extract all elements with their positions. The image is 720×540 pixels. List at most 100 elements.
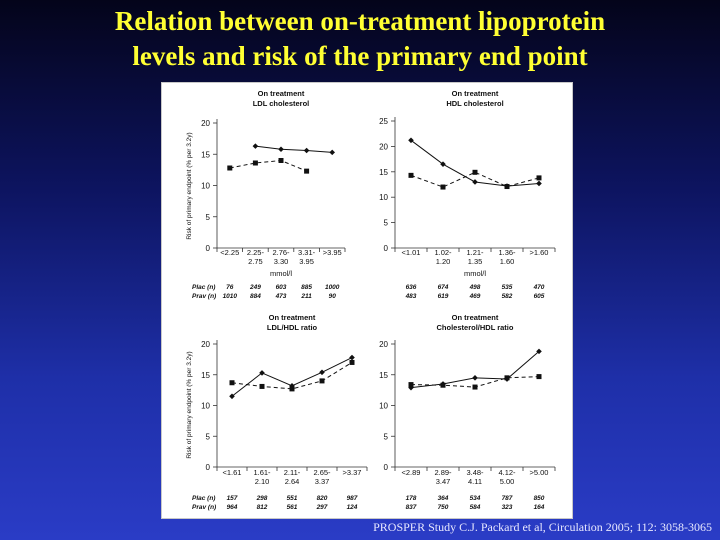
x-tick-label: 1.61- (253, 468, 271, 477)
count-value: 76 (226, 284, 234, 291)
panel-title-line-1: On treatment (452, 89, 499, 98)
y-tick-label: 0 (206, 463, 211, 472)
data-point-prav (227, 165, 233, 171)
y-tick-label: 5 (384, 432, 389, 441)
series-line-prav (229, 159, 307, 172)
count-value: 298 (256, 495, 268, 502)
data-point-prav (278, 158, 284, 163)
count-value: 987 (347, 495, 358, 502)
series-line-prav (410, 171, 540, 188)
x-tick-label: 2.25- (247, 248, 265, 257)
x-tick-label: >1.60 (530, 248, 549, 257)
count-value: 473 (275, 293, 287, 300)
count-value: 812 (257, 504, 268, 511)
count-value: 323 (502, 504, 513, 511)
data-point-prav (289, 386, 295, 392)
data-point-prav (252, 160, 258, 166)
data-point-prav (440, 184, 446, 190)
data-point-prav (536, 374, 542, 380)
count-value: 582 (502, 293, 513, 300)
count-row-label: Prav (n) (192, 504, 216, 511)
series-line-plac (255, 145, 333, 153)
count-value: 534 (470, 495, 481, 502)
count-value: 483 (405, 293, 417, 300)
count-value: 551 (287, 495, 298, 502)
count-value: 750 (438, 504, 449, 511)
x-tick-label: 3.48- (466, 468, 484, 477)
y-tick-label: 15 (201, 371, 210, 380)
series-line-plac (410, 351, 540, 389)
panel-title-line-2: Cholesterol/HDL ratio (437, 323, 514, 332)
data-point-prav (319, 378, 325, 384)
x-axis-label: mmol/l (270, 269, 292, 278)
data-point-plac (303, 147, 310, 154)
x-tick-label: 2.10 (255, 477, 270, 486)
panel-title-line-2: LDL/HDL ratio (267, 323, 318, 332)
x-tick-label: >3.37 (343, 468, 362, 477)
x-tick-label: 1.21- (466, 248, 484, 257)
slide-title: Relation between on-treatment lipoprotei… (0, 4, 720, 74)
x-tick-label: 3.37 (315, 477, 330, 486)
x-tick-label: 1.20 (436, 257, 451, 266)
panel-title-line-2: LDL cholesterol (253, 99, 310, 108)
count-value: 837 (406, 504, 417, 511)
y-tick-label: 15 (379, 371, 388, 380)
count-value: 850 (534, 495, 545, 502)
data-point-plac (252, 143, 259, 149)
y-tick-label: 10 (201, 182, 210, 191)
y-tick-label: 10 (379, 193, 388, 202)
data-point-plac (408, 384, 414, 391)
data-point-prav (472, 384, 478, 390)
data-point-plac (440, 161, 446, 167)
x-tick-label: >5.00 (530, 468, 549, 477)
y-tick-label: 20 (379, 340, 388, 349)
count-row-label: Prav (n) (192, 293, 216, 300)
x-tick-label: >3.95 (323, 248, 342, 257)
x-axis-label: mmol/l (464, 269, 486, 278)
data-point-plac (472, 375, 478, 381)
x-tick-label: 3.95 (299, 257, 314, 266)
count-value: 584 (470, 504, 481, 511)
data-point-prav (408, 172, 414, 178)
x-tick-label: 1.02- (434, 248, 452, 257)
y-axis-label: Risk of primary endpoint (% per 3.2y) (186, 132, 193, 239)
count-value: 1000 (325, 284, 340, 291)
data-point-prav (504, 375, 510, 381)
data-point-prav (259, 383, 265, 389)
x-tick-label: 5.00 (500, 477, 515, 486)
count-value: 535 (502, 284, 513, 291)
count-value: 164 (534, 504, 545, 511)
count-value: 605 (534, 293, 545, 300)
y-tick-label: 15 (379, 168, 388, 177)
count-value: 561 (287, 504, 298, 511)
x-tick-label: 2.89- (434, 468, 452, 477)
count-row-label: Plac (n) (192, 284, 215, 291)
data-point-prav (536, 175, 542, 181)
count-value: 885 (301, 284, 312, 291)
panel-title-line-1: On treatment (269, 313, 316, 322)
count-value: 674 (438, 284, 449, 291)
x-tick-label: 3.47 (436, 477, 451, 486)
y-tick-label: 5 (206, 213, 211, 222)
count-value: 603 (276, 284, 287, 291)
count-value: 364 (438, 495, 449, 502)
data-point-prav (304, 168, 310, 174)
y-axis-label: Risk of primary endpoint (% per 3.2y) (186, 351, 193, 458)
x-tick-label: 2.65- (313, 468, 331, 477)
count-value: 1010 (223, 293, 238, 300)
data-point-plac (229, 393, 235, 400)
data-point-prav (229, 380, 235, 386)
x-tick-label: 2.64 (285, 477, 300, 486)
y-tick-label: 10 (379, 402, 388, 411)
x-tick-label: 2.11- (284, 468, 301, 477)
y-tick-label: 20 (379, 142, 388, 151)
count-value: 470 (533, 284, 545, 291)
count-value: 498 (469, 284, 481, 291)
slide-title-line-1: Relation between on-treatment lipoprotei… (114, 6, 606, 36)
x-tick-label: 1.36- (498, 248, 516, 257)
data-point-plac (319, 369, 325, 376)
count-value: 964 (227, 504, 238, 511)
